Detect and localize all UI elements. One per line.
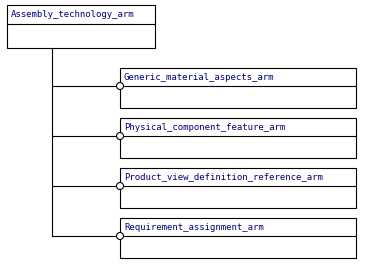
- Text: Physical_component_feature_arm: Physical_component_feature_arm: [124, 123, 285, 131]
- Circle shape: [116, 132, 123, 139]
- Circle shape: [116, 182, 123, 189]
- Bar: [120, 168, 356, 208]
- Text: Product_view_definition_reference_arm: Product_view_definition_reference_arm: [124, 172, 323, 181]
- Text: Requirement_assignment_arm: Requirement_assignment_arm: [124, 222, 264, 231]
- Text: Generic_material_aspects_arm: Generic_material_aspects_arm: [124, 73, 274, 81]
- Bar: [120, 68, 356, 108]
- Circle shape: [116, 232, 123, 239]
- Bar: [120, 118, 356, 158]
- Bar: [120, 218, 356, 258]
- Bar: [7, 5, 155, 48]
- Text: Assembly_technology_arm: Assembly_technology_arm: [11, 10, 135, 19]
- Circle shape: [116, 82, 123, 89]
